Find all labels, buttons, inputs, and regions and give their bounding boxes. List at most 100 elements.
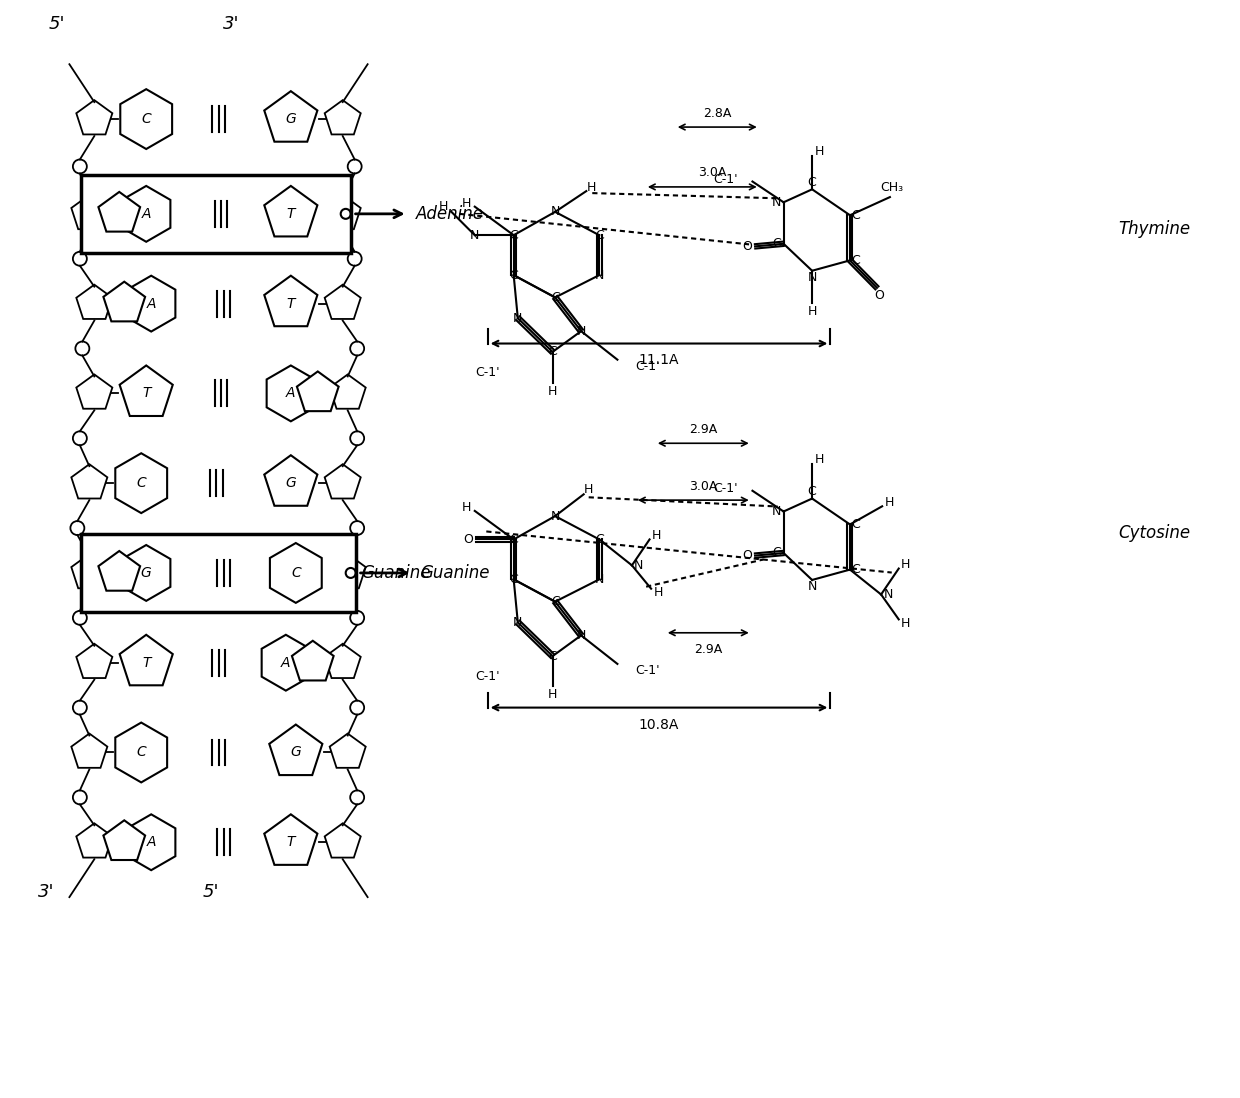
Text: H: H <box>548 687 557 701</box>
Polygon shape <box>77 824 113 858</box>
Text: C: C <box>807 176 816 189</box>
Text: 2.9A: 2.9A <box>689 423 718 436</box>
Text: 2.8A: 2.8A <box>703 107 732 120</box>
Text: Adenine: Adenine <box>415 205 484 223</box>
Text: C: C <box>291 565 300 580</box>
Polygon shape <box>264 815 317 865</box>
Text: A: A <box>286 386 295 401</box>
Polygon shape <box>267 366 315 422</box>
Text: C: C <box>595 228 604 242</box>
Polygon shape <box>103 282 145 322</box>
Text: C: C <box>510 269 518 281</box>
Polygon shape <box>119 635 172 685</box>
Text: N: N <box>807 271 817 284</box>
Text: G: G <box>141 565 151 580</box>
Polygon shape <box>330 554 366 589</box>
Text: 3': 3' <box>38 883 55 901</box>
Polygon shape <box>291 641 334 681</box>
Text: Thymine: Thymine <box>1118 220 1190 238</box>
Text: C: C <box>773 237 781 250</box>
Text: C: C <box>141 112 151 126</box>
Polygon shape <box>98 551 140 591</box>
Text: N: N <box>513 616 522 629</box>
Polygon shape <box>77 100 113 134</box>
Text: H: H <box>807 305 817 318</box>
Text: C: C <box>510 228 518 242</box>
Text: C: C <box>852 254 861 267</box>
Polygon shape <box>269 725 322 775</box>
Text: A: A <box>281 656 290 670</box>
Text: C: C <box>136 746 146 760</box>
Polygon shape <box>264 186 317 236</box>
Text: G: G <box>290 746 301 760</box>
Text: C: C <box>548 346 557 358</box>
Polygon shape <box>325 284 361 318</box>
Polygon shape <box>72 464 108 498</box>
Text: H: H <box>884 496 894 508</box>
Text: 5': 5' <box>48 15 64 33</box>
Text: N: N <box>773 505 781 518</box>
Text: CH₃: CH₃ <box>880 180 904 193</box>
Polygon shape <box>264 186 317 236</box>
Polygon shape <box>264 91 317 142</box>
Text: C: C <box>291 565 300 580</box>
Polygon shape <box>262 635 310 691</box>
Polygon shape <box>264 456 317 506</box>
Text: H: H <box>584 483 594 496</box>
Text: O: O <box>874 290 884 302</box>
Text: 3': 3' <box>223 15 239 33</box>
Text: 3.0A: 3.0A <box>689 480 718 493</box>
Text: T: T <box>141 656 150 670</box>
Polygon shape <box>72 554 108 589</box>
Text: C: C <box>548 650 557 662</box>
Text: 2.9A: 2.9A <box>694 643 723 657</box>
Text: H: H <box>548 384 557 397</box>
Polygon shape <box>126 815 175 871</box>
Text: A: A <box>146 836 156 849</box>
Polygon shape <box>77 374 113 408</box>
Text: C: C <box>852 209 861 222</box>
Polygon shape <box>330 733 366 768</box>
Text: Guanine: Guanine <box>420 564 490 582</box>
Text: C-1': C-1' <box>635 360 660 373</box>
Text: 10.8A: 10.8A <box>639 718 680 731</box>
Text: C: C <box>136 477 146 490</box>
Polygon shape <box>122 545 170 601</box>
Text: N: N <box>883 589 893 601</box>
Text: H: H <box>587 180 596 193</box>
Text: N: N <box>594 269 604 281</box>
Polygon shape <box>119 366 172 416</box>
Polygon shape <box>296 371 339 411</box>
Polygon shape <box>103 820 145 860</box>
Text: H: H <box>653 586 663 600</box>
Text: N: N <box>551 509 559 523</box>
Polygon shape <box>115 453 167 513</box>
Polygon shape <box>325 100 361 134</box>
Text: T: T <box>141 386 150 401</box>
Polygon shape <box>72 733 108 768</box>
Polygon shape <box>115 722 167 783</box>
Polygon shape <box>120 89 172 149</box>
Polygon shape <box>98 192 140 232</box>
Text: O: O <box>743 239 751 253</box>
Text: A: A <box>141 206 151 221</box>
Text: C-1': C-1' <box>475 671 500 683</box>
Text: 5': 5' <box>203 883 219 901</box>
Text: N: N <box>577 629 585 642</box>
Text: C: C <box>510 573 518 586</box>
Text: C: C <box>852 563 861 576</box>
Text: C: C <box>807 485 816 498</box>
Polygon shape <box>270 544 321 603</box>
Text: C-1': C-1' <box>713 482 738 495</box>
Text: O: O <box>464 533 474 546</box>
Text: N: N <box>513 312 522 325</box>
Polygon shape <box>270 544 321 603</box>
Text: N: N <box>594 573 604 586</box>
Text: H: H <box>901 558 910 571</box>
Bar <box>82 175 351 253</box>
Polygon shape <box>77 284 113 318</box>
Text: H: H <box>815 145 823 158</box>
Text: G: G <box>141 565 151 580</box>
Polygon shape <box>122 545 170 601</box>
Text: C-1': C-1' <box>475 366 500 379</box>
